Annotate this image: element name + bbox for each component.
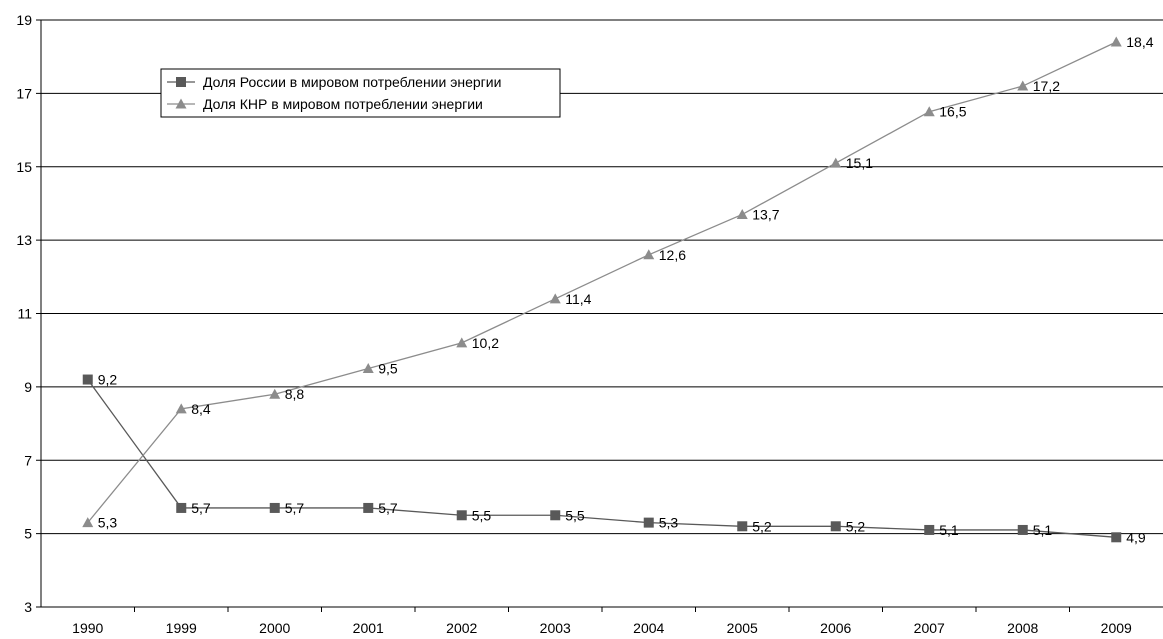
data-point	[737, 521, 748, 532]
x-tick-label: 2003	[540, 620, 571, 636]
data-label: 8,4	[191, 401, 211, 417]
x-axis-tick-labels: 1990 1999 2000 2001 2002 2003 2004 2005 2006 2007…	[72, 620, 1132, 636]
series-group: 9,2 5,7 5,7 5,7 5,5 5,5 5,3 5,2 5,2 5,1 5,1 4,9 5,3 8…	[82, 34, 1154, 545]
data-label: 16,5	[939, 104, 966, 120]
legend-label: Доля КНР в мировом потреблении энергии	[203, 96, 483, 112]
square-marker-icon	[176, 77, 186, 87]
x-tick-label: 2006	[820, 620, 851, 636]
data-label: 9,5	[378, 361, 398, 377]
y-tick-label: 7	[24, 452, 32, 468]
data-label: 15,1	[846, 155, 873, 171]
legend-item: Доля России в мировом потреблении энерги…	[167, 74, 501, 90]
data-point	[830, 157, 842, 168]
data-label: 5,7	[191, 500, 211, 516]
data-point	[362, 363, 374, 374]
data-point	[363, 502, 374, 513]
data-point	[924, 524, 935, 535]
x-tick-label: 2001	[353, 620, 384, 636]
data-label: 5,3	[659, 515, 679, 531]
data-label: 9,2	[98, 372, 118, 388]
x-tick-label: 2009	[1101, 620, 1132, 636]
data-label: 18,4	[1126, 34, 1153, 50]
data-point	[82, 374, 93, 385]
data-point	[923, 106, 935, 117]
data-point	[830, 521, 841, 532]
x-tick-label: 2000	[259, 620, 290, 636]
data-point	[550, 510, 561, 521]
data-label: 5,2	[752, 518, 772, 534]
x-tick-label: 2008	[1007, 620, 1038, 636]
data-point	[269, 388, 281, 399]
data-label: 5,1	[1033, 522, 1053, 538]
data-point	[176, 502, 187, 513]
y-tick-label: 17	[16, 85, 32, 101]
legend: Доля России в мировом потреблении энерги…	[160, 68, 561, 118]
data-point	[456, 337, 468, 348]
data-label: 5,7	[285, 500, 305, 516]
data-point	[1017, 80, 1029, 91]
data-point	[1110, 36, 1122, 47]
series-russia: 9,2 5,7 5,7 5,7 5,5 5,5 5,3 5,2 5,2 5,1 5,1 4,9	[82, 372, 1146, 545]
y-tick-label: 15	[16, 159, 32, 175]
axes	[36, 19, 1163, 612]
data-label: 5,5	[565, 507, 585, 523]
x-tick-label: 1999	[166, 620, 197, 636]
data-label: 10,2	[472, 335, 499, 351]
data-point	[643, 517, 654, 528]
data-label: 5,1	[939, 522, 959, 538]
series-china: 5,3 8,4 8,8 9,5 10,2 11,4 12,6 13,7 15,1 16,5 17,2…	[82, 34, 1154, 531]
triangle-marker-icon	[175, 98, 187, 109]
series-line	[87, 379, 1117, 538]
data-point	[736, 208, 748, 219]
y-tick-label: 11	[17, 306, 32, 322]
x-tick-label: 2004	[633, 620, 664, 636]
data-label: 8,8	[285, 386, 305, 402]
data-point	[456, 510, 467, 521]
data-label: 13,7	[752, 206, 779, 222]
data-point	[549, 293, 561, 304]
legend-box	[160, 68, 561, 118]
data-label: 17,2	[1033, 78, 1060, 94]
data-point	[1111, 532, 1122, 543]
data-label: 5,3	[98, 515, 118, 531]
data-label: 12,6	[659, 247, 686, 263]
data-label: 5,5	[472, 507, 492, 523]
y-tick-label: 9	[24, 379, 32, 395]
data-point	[1017, 524, 1028, 535]
data-label: 5,2	[846, 518, 866, 534]
x-tick-label: 2002	[446, 620, 477, 636]
data-point	[643, 249, 655, 260]
data-label: 11,4	[565, 291, 591, 307]
legend-item: Доля КНР в мировом потреблении энергии	[167, 96, 483, 112]
data-point	[175, 403, 187, 414]
x-tick-label: 1990	[72, 620, 103, 636]
y-tick-label: 3	[24, 599, 32, 615]
data-point	[269, 502, 280, 513]
y-tick-label: 13	[16, 232, 32, 248]
data-point	[82, 517, 94, 528]
y-tick-label: 5	[24, 526, 32, 542]
series-line	[87, 41, 1117, 524]
data-label: 4,9	[1126, 529, 1146, 545]
x-tick-label: 2005	[727, 620, 758, 636]
gridlines	[41, 19, 1163, 608]
x-tick-label: 2007	[914, 620, 945, 636]
y-axis-tick-labels: 3 5 7 9 11 13 15 17 19	[16, 12, 32, 615]
y-tick-label: 19	[16, 12, 32, 28]
data-label: 5,7	[378, 500, 398, 516]
legend-label: Доля России в мировом потреблении энерги…	[203, 74, 501, 90]
